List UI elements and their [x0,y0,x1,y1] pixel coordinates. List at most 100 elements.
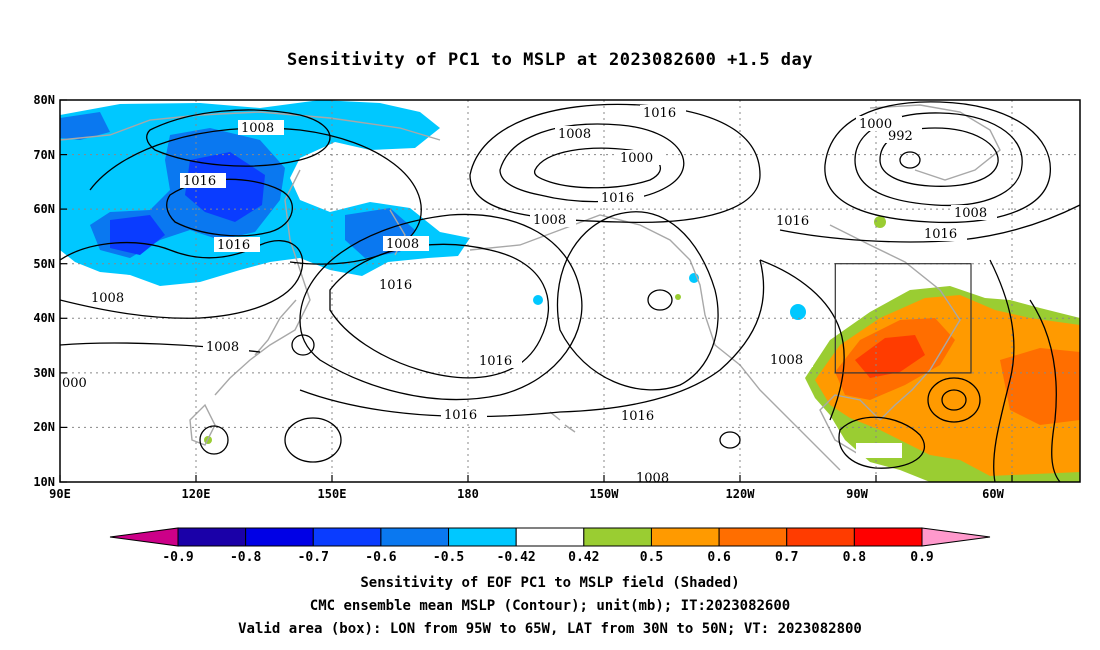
contour-label: 1008 [533,213,566,228]
contour-label: 1008 [386,237,419,252]
colorbar-cell [245,527,314,547]
borneo-coastline [189,403,216,446]
atlantic-low-1008 [824,101,1051,224]
colorbar-low-arrow [109,527,179,547]
alaska-coastline [469,214,841,471]
south-china-sea-low [199,425,229,455]
small-blue-patch [790,304,806,320]
lat-label-60n: 60N [33,202,55,216]
colorbar-tick-label: -0.8 [230,550,261,565]
colorbar-cell [312,527,382,547]
contour-label: 1008 [770,353,803,368]
contour-label: 1008 [558,127,591,142]
atlantic-low-bermuda-outer [927,377,981,423]
colorbar-tick-label: 0.6 [707,550,731,565]
hawaii-islands [549,411,576,433]
mexico-low [719,431,741,449]
contour-label: 1016 [643,106,676,121]
lat-label-40n: 40N [33,311,55,325]
east-atlantic-1016 [989,259,1015,482]
contour-label: 000 [62,376,87,391]
map-title: Sensitivity of PC1 to MSLP at 2023082600… [286,50,813,70]
colorbar-tick-label: 0.42 [568,550,599,565]
lon-label-90e: 90E [49,487,71,501]
colorbar-tick-label: 0.9 [910,550,933,565]
contour-label: 1016 [924,227,957,242]
colorbar-cell [583,527,652,547]
greenland-coastline [869,104,1001,181]
lon-label-150w: 150W [590,487,620,501]
caribbean-1008 [838,416,926,469]
contour-label: 1008 [91,291,124,306]
lon-label-90w: 90W [846,487,868,501]
contour-label: 1000 [620,151,653,166]
colorbar: -0.9 -0.8 -0.7 -0.6 -0.5 -0.42 0.42 0.5 0.6 0.7 0.… [109,527,991,565]
contour-label: 1008 [241,121,274,136]
lat-label-70n: 70N [33,148,55,162]
small-blue-patch [67,235,77,245]
lat-label-50n: 50N [33,257,55,271]
atlantic-low-bermuda [941,389,967,411]
small-low-east-pacific [647,289,673,311]
caption-shading: Sensitivity of EOF PC1 to MSLP field (Sh… [360,575,740,591]
north-america-east-coastline [829,224,961,421]
colorbar-cell [448,527,517,547]
shading-layer [60,100,1080,482]
contour-label-layer: 1008 1016 1016 1008 1008 1008 000 1008 1… [61,105,997,486]
east-pacific-1016 [556,211,719,391]
asia-coastline [60,111,441,396]
contour-label: 1016 [621,409,654,424]
small-low-japan-south [291,334,315,356]
latitude-axis: 80N 70N 60N 50N 40N 30N 20N 10N [33,93,67,489]
north-asia-1016-outer [89,127,422,265]
colorbar-cell [786,527,855,547]
lon-label-180: 180 [457,487,479,501]
north-america-1016 [759,259,845,421]
contour-label: 1016 [183,174,216,189]
colorbar-tick-label: 0.7 [775,550,798,565]
small-blue-patch [533,295,543,305]
contour-label: 992 [888,129,913,144]
contour-label: 1016 [776,214,809,229]
colorbar-tick-label: 0.8 [843,550,867,565]
asia-1008 [60,240,304,319]
lon-label-150e: 150E [318,487,347,501]
lat-label-10n: 10N [33,475,55,489]
contour-label: 1008 [206,340,239,355]
lat-label-20n: 20N [33,420,55,434]
contour-label: 1016 [444,408,477,423]
contour-label: 1016 [217,238,250,253]
positive-sensitivity-red [855,335,925,378]
atlantic-low-center [899,151,921,169]
contour-label: 1000 [859,117,892,132]
negative-sensitivity-arctic [60,112,110,140]
colorbar-high-arrow [921,527,991,547]
lon-label-120e: 120E [182,487,211,501]
contour-label: 1016 [479,354,512,369]
asia-1016 [166,178,293,237]
lat-label-30n: 30N [33,366,55,380]
lon-label-60w: 60W [982,487,1004,501]
caption-contour: CMC ensemble mean MSLP (Contour); unit(m… [309,598,791,614]
pacific-1016-band [299,259,765,418]
colorbar-cell [718,527,788,547]
lat-label-80n: 80N [33,93,55,107]
positive-sensitivity-east [1000,348,1080,425]
map-frame [59,99,1081,483]
lon-label-120w: 120W [726,487,756,501]
north-pacific-1000 [533,147,662,189]
colorbar-cell [650,527,720,547]
siberia-1008 [146,109,331,167]
colorbar-cell [853,527,923,547]
small-green-patch [675,294,681,300]
colorbar-tick-label: -0.7 [298,550,329,565]
contour-label: 1008 [954,206,987,221]
contour-label: 1008 [636,471,669,486]
longitude-axis: 90E 120E 150E 180 150W 120W 90W 60W [49,475,1013,501]
pacific-high-1016-outer [299,213,583,401]
valid-area-box [834,263,972,374]
colorbar-cell [380,527,450,547]
colorbar-tick-label: -0.42 [497,550,536,565]
colorbar-tick-label: -0.6 [365,550,396,565]
